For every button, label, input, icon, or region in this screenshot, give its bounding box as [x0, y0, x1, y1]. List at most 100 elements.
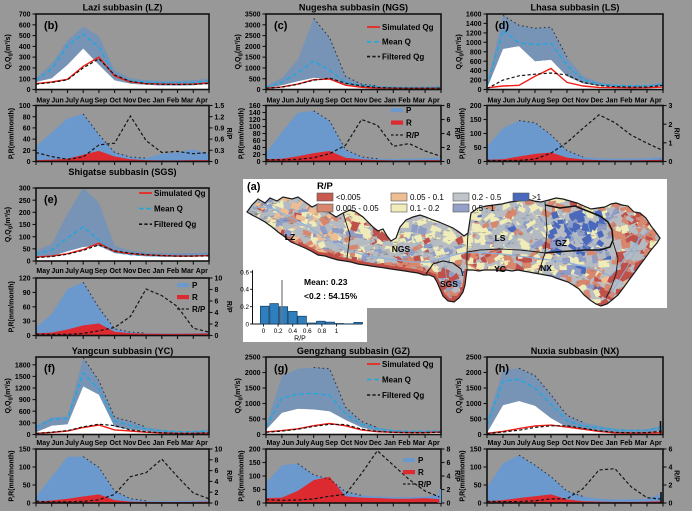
svg-text:10: 10 — [215, 447, 223, 454]
svg-text:Simulated Qg: Simulated Qg — [154, 189, 206, 198]
svg-text:Jan: Jan — [384, 440, 396, 447]
svg-text:0: 0 — [245, 321, 249, 328]
svg-text:6: 6 — [447, 460, 451, 467]
svg-text:Feb: Feb — [398, 440, 410, 447]
svg-text:0.3: 0.3 — [215, 148, 225, 155]
svg-text:20: 20 — [23, 148, 31, 155]
svg-text:P,R(mm/month): P,R(mm/month) — [239, 450, 246, 501]
svg-text:Apr: Apr — [196, 268, 208, 275]
svg-text:500: 500 — [249, 76, 261, 83]
svg-text:80: 80 — [23, 114, 31, 121]
svg-text:1500: 1500 — [466, 386, 482, 393]
svg-text:Mean Q: Mean Q — [382, 38, 411, 47]
svg-text:Nov: Nov — [576, 440, 589, 447]
svg-text:May: May — [487, 440, 501, 447]
svg-text:Jun: Jun — [503, 440, 515, 447]
svg-text:3000: 3000 — [245, 22, 261, 29]
svg-text:0.2 - 0.5: 0.2 - 0.5 — [472, 193, 502, 202]
svg-text:R/P: R/P — [418, 480, 432, 489]
svg-text:R/P: R/P — [673, 470, 680, 482]
svg-text:50: 50 — [474, 483, 482, 490]
svg-text:R/P: R/P — [673, 128, 680, 140]
svg-text:Mar: Mar — [635, 98, 648, 105]
svg-text:150: 150 — [19, 222, 31, 229]
svg-text:2500: 2500 — [466, 355, 482, 362]
svg-text:Jan: Jan — [606, 440, 618, 447]
svg-text:0: 0 — [478, 501, 482, 508]
svg-text:Sep: Sep — [325, 98, 338, 105]
svg-text:4: 4 — [447, 474, 451, 481]
svg-text:Apr: Apr — [196, 98, 208, 105]
svg-text:Feb: Feb — [620, 440, 632, 447]
svg-text:0.1 - 0.2: 0.1 - 0.2 — [410, 204, 440, 213]
svg-text:0: 0 — [257, 432, 261, 439]
svg-text:2500: 2500 — [245, 355, 261, 362]
svg-text:200: 200 — [470, 78, 482, 85]
svg-text:0.2: 0.2 — [240, 304, 249, 311]
svg-text:500: 500 — [249, 417, 261, 424]
svg-text:R/P: R/P — [453, 470, 460, 482]
svg-text:P,R(mm/month): P,R(mm/month) — [460, 108, 467, 159]
svg-text:250: 250 — [19, 198, 31, 205]
svg-text:Jan: Jan — [384, 98, 396, 105]
svg-text:2: 2 — [447, 145, 451, 152]
svg-text:R: R — [406, 119, 412, 128]
svg-text:1400: 1400 — [466, 21, 482, 28]
svg-text:600: 600 — [470, 59, 482, 66]
svg-text:0: 0 — [27, 87, 31, 94]
svg-text:6: 6 — [669, 447, 673, 454]
svg-text:0: 0 — [27, 501, 31, 508]
svg-text:400: 400 — [470, 68, 482, 75]
svg-text:Yangcun subbasin (YC): Yangcun subbasin (YC) — [72, 346, 174, 356]
svg-text:4: 4 — [215, 310, 219, 317]
svg-text:3: 3 — [669, 103, 673, 110]
svg-text:0.9: 0.9 — [215, 126, 225, 133]
svg-text:10: 10 — [215, 276, 223, 283]
svg-text:6: 6 — [215, 299, 219, 306]
svg-text:Apr: Apr — [428, 440, 440, 447]
svg-text:Jan: Jan — [152, 440, 164, 447]
svg-text:P,R(mm/month): P,R(mm/month) — [239, 108, 246, 159]
svg-text:Mar: Mar — [413, 440, 426, 447]
svg-text:Q,Qg(m³/s): Q,Qg(m³/s) — [5, 207, 14, 242]
svg-text:90: 90 — [23, 290, 31, 297]
svg-text:Mar: Mar — [181, 98, 194, 105]
svg-text:Jan: Jan — [152, 98, 164, 105]
svg-text:0: 0 — [447, 159, 451, 166]
svg-text:0: 0 — [257, 87, 261, 94]
svg-text:200: 200 — [19, 66, 31, 73]
svg-text:0.5 - 1: 0.5 - 1 — [472, 204, 495, 213]
svg-text:Q,Qg(m³/s): Q,Qg(m³/s) — [5, 34, 14, 69]
svg-text:Oct: Oct — [340, 440, 352, 447]
svg-text:Nov: Nov — [354, 440, 367, 447]
svg-text:Apr: Apr — [650, 98, 662, 105]
svg-text:1200: 1200 — [466, 31, 482, 38]
svg-text:Aug: Aug — [531, 440, 545, 447]
svg-text:May: May — [266, 98, 280, 105]
svg-text:1: 1 — [335, 328, 339, 335]
svg-text:Jun: Jun — [51, 98, 63, 105]
svg-text:4: 4 — [447, 131, 451, 138]
svg-text:1200: 1200 — [15, 386, 31, 393]
svg-text:Sep: Sep — [94, 98, 107, 105]
svg-text:0: 0 — [215, 333, 219, 340]
svg-text:1000: 1000 — [466, 401, 482, 408]
svg-text:Dec: Dec — [369, 440, 382, 447]
svg-text:160: 160 — [249, 103, 261, 110]
svg-text:2000: 2000 — [245, 370, 261, 377]
svg-text:400: 400 — [19, 44, 31, 51]
svg-text:Dec: Dec — [591, 98, 604, 105]
svg-text:150: 150 — [19, 447, 31, 454]
svg-text:Oct: Oct — [109, 98, 121, 105]
svg-text:0: 0 — [257, 501, 261, 508]
svg-text:July: July — [65, 268, 79, 275]
svg-text:1500: 1500 — [245, 55, 261, 62]
svg-text:P: P — [418, 456, 424, 465]
svg-text:20: 20 — [253, 152, 261, 159]
svg-text:Dec: Dec — [138, 440, 151, 447]
svg-text:Jun: Jun — [282, 440, 294, 447]
svg-text:50: 50 — [253, 487, 261, 494]
svg-text:0: 0 — [478, 87, 482, 94]
svg-text:LZ: LZ — [285, 232, 295, 242]
svg-text:4: 4 — [215, 479, 219, 486]
